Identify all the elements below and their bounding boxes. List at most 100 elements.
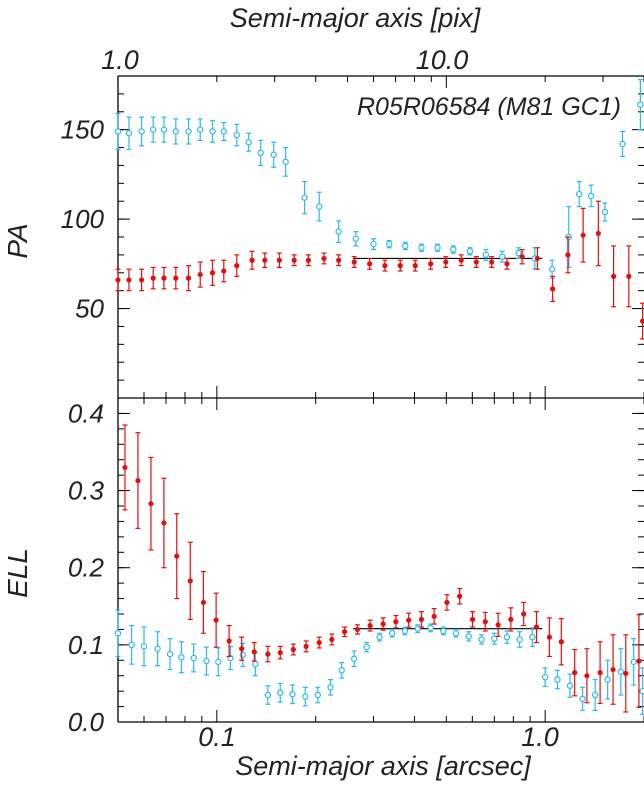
- data-point-filled: [565, 252, 571, 258]
- ell-panel: 0.0 0.1 0.2 0.3 0.4: [68, 397, 644, 737]
- data-point-filled: [418, 616, 425, 623]
- data-point-filled: [122, 464, 128, 471]
- data-point-filled: [580, 232, 586, 238]
- data-point-open: [270, 151, 277, 158]
- data-point-filled: [444, 599, 450, 606]
- data-point-open: [601, 208, 609, 216]
- data-point-filled: [161, 275, 167, 281]
- data-point-filled: [367, 622, 373, 629]
- data-point-filled: [597, 670, 603, 676]
- data-point-open: [503, 633, 511, 641]
- data-point-open: [434, 244, 441, 251]
- data-point-open: [252, 660, 259, 668]
- data-point-open: [301, 194, 308, 201]
- data-point-filled: [639, 318, 644, 324]
- data-point-open: [591, 691, 599, 699]
- data-point-filled: [519, 254, 525, 260]
- data-point-filled: [382, 263, 388, 269]
- data-point-filled: [393, 619, 399, 625]
- data-point-open: [576, 190, 583, 198]
- data-point-filled: [305, 257, 311, 263]
- y-tick-label: 0.0: [68, 707, 105, 737]
- data-point-filled: [329, 636, 335, 643]
- data-point-filled: [473, 259, 479, 265]
- data-point-filled: [431, 613, 437, 619]
- data-point-filled: [197, 271, 203, 278]
- data-point-filled: [595, 230, 601, 237]
- data-point-filled: [458, 257, 464, 263]
- data-point-filled: [239, 646, 245, 652]
- data-point-open: [282, 158, 289, 166]
- data-point-filled: [213, 617, 219, 623]
- data-point-filled: [482, 619, 488, 625]
- data-point-open: [289, 691, 296, 698]
- data-point-filled: [200, 599, 206, 606]
- data-point-filled: [173, 275, 179, 281]
- data-point-filled: [221, 268, 227, 274]
- data-point-filled: [443, 259, 449, 265]
- data-point-open: [639, 687, 644, 695]
- data-point-filled: [351, 259, 357, 265]
- data-point-open: [482, 251, 490, 259]
- data-point-open: [376, 633, 383, 641]
- bottom-axis-label: Semi-major axis [arcsec]: [235, 751, 532, 781]
- data-point-open: [499, 253, 506, 260]
- data-point-filled: [336, 257, 342, 263]
- data-point-filled: [174, 553, 180, 559]
- data-point-open: [478, 636, 485, 643]
- data-point-filled: [265, 651, 271, 657]
- object-label: R05R06584 (M81 GC1): [357, 93, 621, 121]
- data-point-filled: [469, 616, 476, 623]
- data-point-filled: [584, 673, 590, 679]
- data-point-open: [114, 630, 122, 637]
- data-point-open: [178, 654, 185, 661]
- data-point-filled: [187, 578, 193, 584]
- y-tick-label: 0.4: [68, 398, 104, 428]
- data-point-filled: [342, 629, 348, 635]
- data-point-filled: [367, 261, 373, 267]
- data-point-filled: [406, 617, 412, 623]
- data-point-filled: [546, 634, 552, 640]
- data-point-open: [363, 643, 370, 651]
- y-tick-label: 0.2: [68, 553, 105, 583]
- data-point-filled: [380, 621, 386, 627]
- data-point-open: [388, 630, 396, 637]
- y-tick-label: 150: [61, 115, 105, 145]
- data-point-filled: [623, 670, 629, 677]
- ell-ylabel: ELL: [2, 548, 33, 598]
- data-point-filled: [611, 273, 617, 279]
- data-point-open: [587, 192, 595, 200]
- y-tick-label: 50: [75, 294, 104, 324]
- data-point-filled: [495, 622, 501, 628]
- data-point-filled: [321, 255, 327, 262]
- data-point-open: [370, 240, 377, 248]
- data-point-filled: [636, 658, 642, 664]
- data-point-filled: [504, 261, 510, 267]
- data-point-open: [619, 140, 626, 148]
- top-axis-label: Semi-major axis [pix]: [230, 3, 482, 33]
- data-point-open: [466, 248, 474, 255]
- data-point-open: [541, 674, 549, 681]
- data-point-open: [197, 126, 204, 133]
- data-point-open: [401, 627, 409, 635]
- data-point-open: [630, 658, 637, 666]
- data-point-open: [245, 138, 252, 146]
- data-point-filled: [534, 255, 540, 262]
- data-point-open: [350, 655, 358, 662]
- data-point-filled: [521, 611, 527, 617]
- data-point-open: [125, 130, 133, 137]
- data-point-filled: [303, 643, 309, 650]
- data-point-filled: [150, 275, 156, 281]
- data-point-filled: [277, 649, 283, 656]
- data-point-open: [239, 651, 247, 659]
- data-point-open: [516, 636, 523, 643]
- data-point-open: [209, 128, 216, 135]
- top-tick-label-1: 1.0: [101, 45, 139, 75]
- data-point-open: [579, 695, 586, 703]
- data-point-open: [128, 641, 135, 649]
- top-tick-label-10: 10.0: [416, 45, 469, 75]
- data-point-filled: [428, 261, 434, 267]
- data-point-open: [491, 635, 498, 642]
- data-point-filled: [226, 638, 232, 644]
